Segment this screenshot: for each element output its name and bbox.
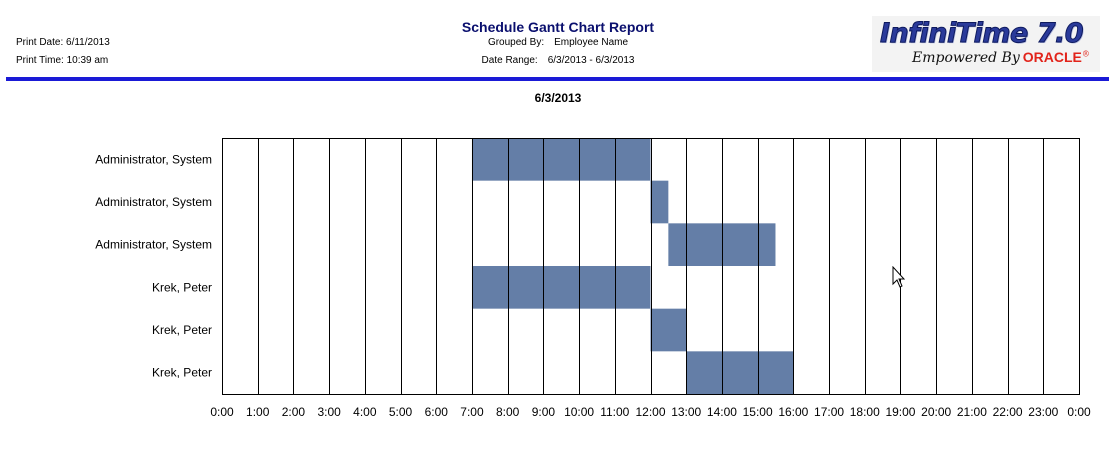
logo-main-text: InfiniTime 7.0	[879, 18, 1084, 50]
header-divider	[6, 77, 1109, 81]
date-range-row: Date Range: 6/3/2013 - 6/3/2013	[358, 55, 758, 66]
chart-title: 6/3/2013	[534, 91, 582, 105]
grouped-by-label: Grouped By:	[487, 37, 545, 48]
gantt-bar	[686, 351, 794, 394]
gantt-bar	[471, 266, 651, 309]
x-tick-label: 20:00	[921, 405, 951, 419]
x-tick-label: 15:00	[743, 405, 773, 419]
x-tick-label: 8:00	[496, 405, 520, 419]
x-tick-label: 18:00	[850, 405, 880, 419]
logo-tag-text: Empowered By	[912, 50, 1020, 66]
row-label: Administrator, System	[95, 152, 212, 166]
x-tick-label: 5:00	[389, 405, 413, 419]
x-tick-label: 21:00	[957, 405, 987, 419]
x-tick-label: 6:00	[425, 405, 449, 419]
x-tick-label: 22:00	[993, 405, 1023, 419]
x-tick-label: 19:00	[885, 405, 915, 419]
gantt-bar	[471, 138, 651, 181]
plot-border	[222, 138, 1080, 395]
gantt-bar	[650, 308, 687, 352]
date-range-label: Date Range:	[481, 55, 538, 66]
x-tick-label: 0:00	[210, 405, 234, 419]
grouped-by-value: Employee Name	[554, 37, 629, 48]
logo-tagline: Empowered By ORACLE®	[912, 49, 1090, 66]
x-tick-label: 1:00	[246, 405, 270, 419]
report-title: Schedule Gantt Chart Report	[461, 19, 655, 35]
x-tick-label: 9:00	[532, 405, 556, 419]
x-tick-label: 7:00	[460, 405, 484, 419]
print-time: Print Time: 10:39 am	[16, 55, 109, 66]
x-tick-label: 16:00	[778, 405, 808, 419]
x-tick-label: 4:00	[353, 405, 377, 419]
row-label: Krek, Peter	[152, 366, 212, 380]
x-tick-label: 10:00	[564, 405, 594, 419]
registered-mark: ®	[1081, 49, 1090, 59]
x-tick-label: 13:00	[671, 405, 701, 419]
date-range-value: 6/3/2013 - 6/3/2013	[547, 55, 635, 66]
x-tick-label: 23:00	[1028, 405, 1058, 419]
mouse-cursor-icon	[892, 266, 906, 288]
row-label: Krek, Peter	[152, 280, 212, 294]
x-tick-label: 14:00	[707, 405, 737, 419]
x-tick-label: 11:00	[600, 405, 629, 419]
x-tick-label: 12:00	[635, 405, 665, 419]
row-label: Administrator, System	[95, 195, 212, 209]
x-tick-label: 17:00	[814, 405, 844, 419]
row-label: Administrator, System	[95, 238, 212, 252]
print-date: Print Date: 6/11/2013	[16, 37, 110, 48]
row-label: Krek, Peter	[152, 323, 212, 337]
x-tick-label: 3:00	[317, 405, 341, 419]
x-tick-label: 0:00	[1067, 405, 1091, 419]
infinitime-logo: InfiniTime 7.0 Empowered By ORACLE®	[872, 16, 1100, 72]
gantt-bar	[650, 180, 669, 224]
x-tick-label: 2:00	[282, 405, 306, 419]
grouped-by-row: Grouped By: Employee Name	[358, 37, 758, 48]
oracle-brand: ORACLE	[1022, 49, 1082, 65]
gantt-bar	[668, 223, 776, 266]
